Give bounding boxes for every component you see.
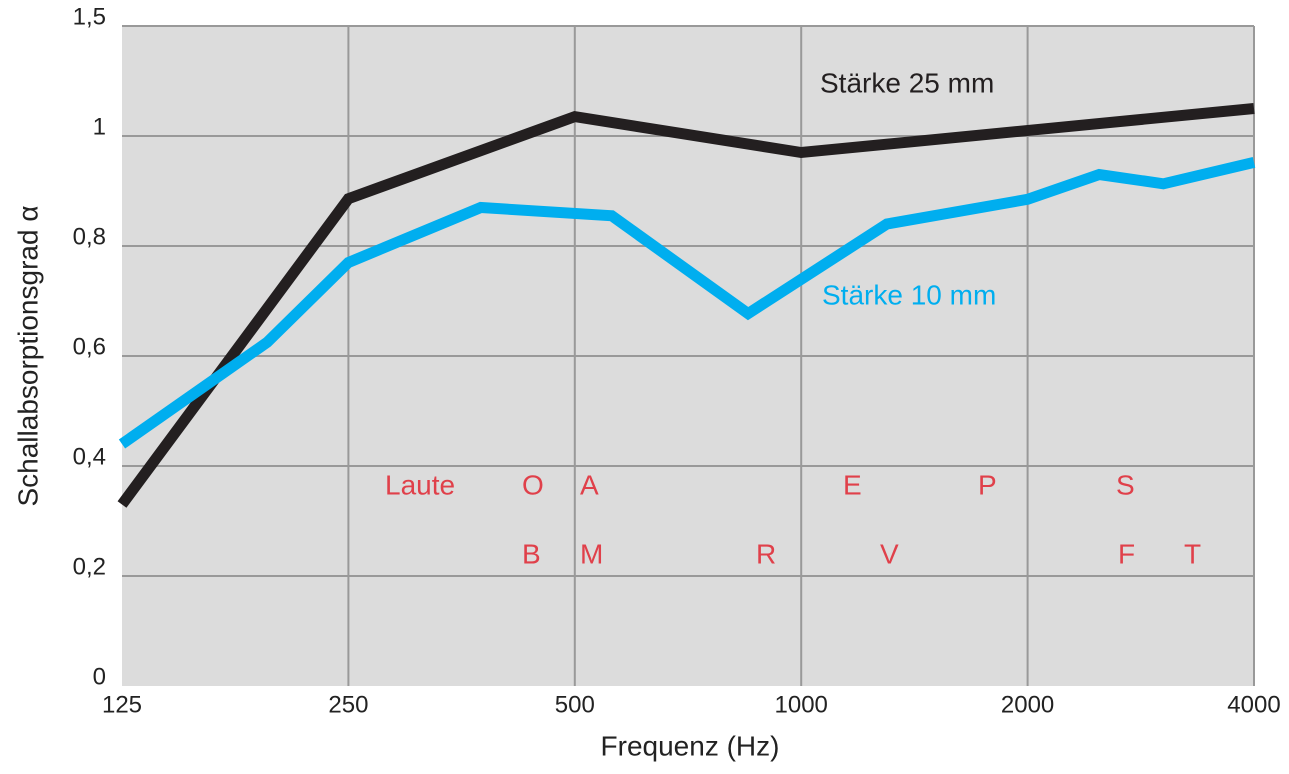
annotation: M <box>580 538 603 569</box>
annotation: A <box>580 469 599 500</box>
annotation: Laute <box>385 469 455 500</box>
series-line <box>117 103 1255 508</box>
x-tick-label: 2000 <box>1001 691 1054 718</box>
annotation: P <box>978 469 997 500</box>
series-label: Stärke 25 mm <box>820 67 994 98</box>
y-tick-label: 1 <box>93 113 106 140</box>
y-tick-label: 0,2 <box>73 553 106 580</box>
annotation: S <box>1116 469 1135 500</box>
y-tick-label: 0 <box>93 663 106 690</box>
x-tick-label: 500 <box>555 691 595 718</box>
x-tick-label: 4000 <box>1227 691 1280 718</box>
y-axis-label: Schallabsorptionsgrad α <box>12 205 43 506</box>
y-tick-label: 0,4 <box>73 443 106 470</box>
annotation: O <box>522 469 544 500</box>
annotation: E <box>843 469 862 500</box>
annotation: R <box>756 538 776 569</box>
annotation: V <box>880 538 899 569</box>
annotation: T <box>1184 538 1201 569</box>
series-label: Stärke 10 mm <box>822 279 996 310</box>
annotation: B <box>522 538 541 569</box>
y-tick-label: 0,6 <box>73 333 106 360</box>
x-axis-label: Frequenz (Hz) <box>601 730 780 761</box>
annotation: F <box>1118 538 1135 569</box>
x-tick-label: 1000 <box>775 691 828 718</box>
y-tick-label: 1,5 <box>73 3 106 30</box>
series-line <box>118 157 1256 449</box>
x-tick-label: 125 <box>102 691 142 718</box>
x-tick-label: 250 <box>328 691 368 718</box>
y-tick-label: 0,8 <box>73 223 106 250</box>
